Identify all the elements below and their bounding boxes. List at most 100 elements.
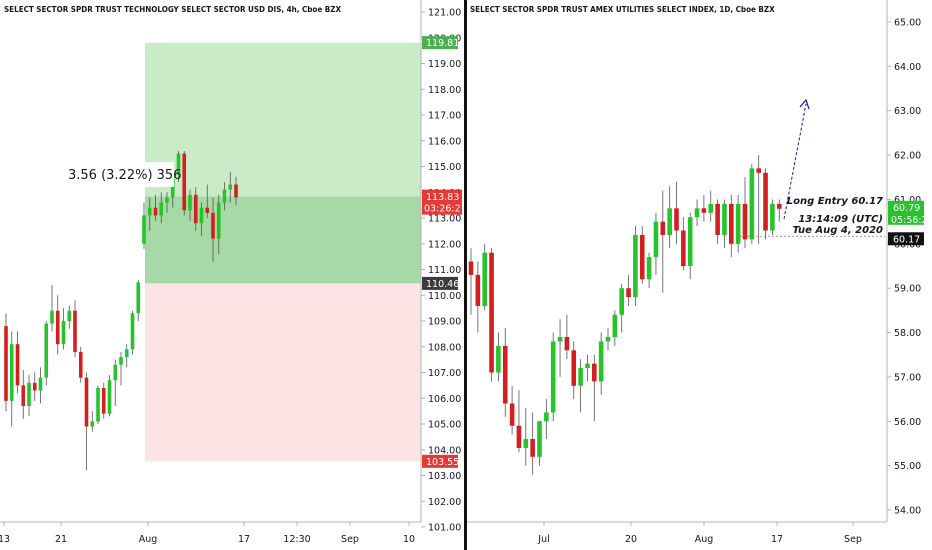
candle-body[interactable] [176,153,181,175]
candle-body[interactable] [592,363,597,382]
candle-body[interactable] [205,207,210,213]
candle-body[interactable] [660,221,666,235]
candle-body[interactable] [489,252,494,373]
candle-body[interactable] [130,313,135,350]
candle-body[interactable] [199,207,204,224]
candle-body[interactable] [468,261,474,275]
candle-body[interactable] [571,350,577,386]
candle-body[interactable] [159,202,164,216]
candle-body[interactable] [509,403,515,426]
candle-body[interactable] [27,382,31,406]
right-price-tags: 60.79 05:56:26 60.17 [888,200,932,246]
candle-body[interactable] [756,168,761,173]
candle-body[interactable] [119,357,123,365]
candle-body[interactable] [61,321,66,345]
candle-body[interactable] [228,184,233,190]
candle-body[interactable] [646,257,652,280]
candle-body[interactable] [73,310,77,352]
candle-body[interactable] [639,234,645,280]
candle-body[interactable] [523,439,529,448]
candle-body[interactable] [211,212,215,239]
candle-body[interactable] [90,421,95,427]
candle-body[interactable] [101,387,106,414]
candle-body[interactable] [188,194,192,211]
candle-body[interactable] [564,336,570,351]
candle-body[interactable] [147,207,152,216]
candle-body[interactable] [729,203,734,244]
candle-body[interactable] [153,207,158,216]
candle-body[interactable] [763,172,768,231]
candle-body[interactable] [113,364,118,381]
projection-arrow[interactable] [783,103,807,220]
price-tick-label: 102.00 [428,497,461,508]
candle-body[interactable] [482,252,487,306]
candle-body[interactable] [776,203,782,209]
price-tick-label: 113.00 [428,214,461,225]
price-tick-label: 110.00 [428,291,461,302]
candle-body[interactable] [550,341,556,413]
candle-body[interactable] [605,336,611,342]
candle-body[interactable] [619,288,624,315]
candle-body[interactable] [21,385,26,406]
candle-body[interactable] [50,310,54,324]
candle-body[interactable] [701,208,707,213]
candle-body[interactable] [9,344,14,401]
candle-body[interactable] [633,234,638,298]
candle-body[interactable] [544,412,549,422]
candle-body[interactable] [516,425,522,448]
arrow-head-icon [799,98,810,110]
candle-body[interactable] [653,221,659,258]
candle-body[interactable] [537,421,542,457]
candle-body[interactable] [55,310,60,345]
candle-body[interactable] [502,345,508,404]
target-price-tag [422,36,458,50]
candle-body[interactable] [530,439,535,457]
candle-body[interactable] [182,153,187,211]
candle-body[interactable] [708,203,714,213]
loss-zone[interactable] [145,283,421,462]
candle-body[interactable] [681,230,686,266]
candle-body[interactable] [475,274,481,306]
candle-body[interactable] [15,344,20,386]
candle-body[interactable] [124,349,129,358]
right-time-axis[interactable]: Jul 20 Aug 17 Sep [537,522,862,545]
candle-body[interactable] [4,326,8,401]
price-tick-label: 121.00 [428,8,461,19]
candle-body[interactable] [722,203,727,235]
left-time-axis[interactable]: 13 21 Aug 17 12:30 Sep 10 [0,522,415,545]
candle-body[interactable] [84,377,89,427]
candle-body[interactable] [687,217,693,266]
candle-body[interactable] [136,282,141,314]
candle-body[interactable] [742,203,748,240]
candle-body[interactable] [107,380,112,414]
candle-body[interactable] [78,351,83,378]
candle-body[interactable] [38,377,43,391]
candle-body[interactable] [585,363,590,369]
candle-body[interactable] [674,208,679,231]
candle-body[interactable] [667,208,672,235]
candle-body[interactable] [694,208,700,218]
candle-body[interactable] [770,203,775,231]
candle-body[interactable] [165,197,169,203]
candle-body[interactable] [735,203,741,244]
candle-body[interactable] [598,341,604,382]
candle-body[interactable] [715,203,720,235]
candle-body[interactable] [557,336,563,342]
candle-body[interactable] [496,345,501,373]
candle-body[interactable] [44,323,49,378]
panel-separator[interactable] [464,0,467,550]
candle-body[interactable] [222,189,227,203]
candle-body[interactable] [96,387,100,422]
candle-body[interactable] [193,194,198,224]
candle-body[interactable] [67,310,72,321]
candle-body[interactable] [626,288,631,298]
price-tick-label: 117.00 [428,111,461,122]
candle-body[interactable] [32,382,37,391]
candle-body[interactable] [749,168,755,240]
left-price-axis[interactable]: 121.00120.00119.00118.00117.00116.00115.… [421,8,461,534]
candle-body[interactable] [234,184,238,198]
candle-body[interactable] [142,215,146,244]
candle-body[interactable] [216,202,221,239]
candle-body[interactable] [612,314,618,337]
candle-body[interactable] [578,368,583,386]
